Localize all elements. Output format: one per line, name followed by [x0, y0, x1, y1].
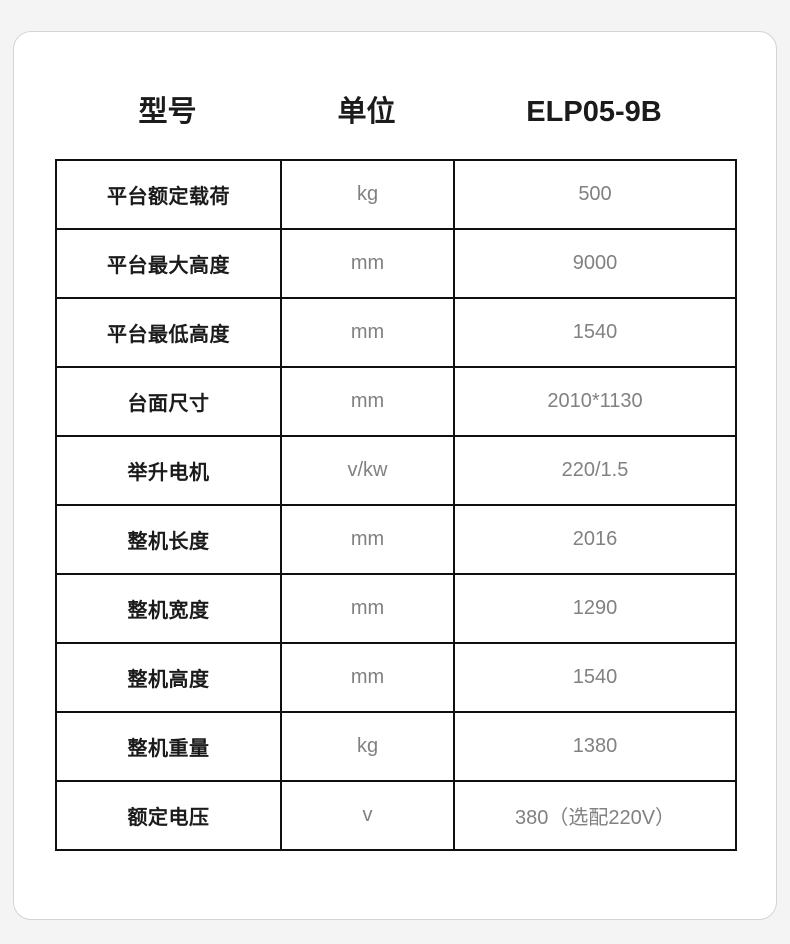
spec-unit: mm: [280, 642, 455, 713]
spec-unit: mm: [280, 228, 455, 299]
table-row: 台面尺寸 mm 2010*1130: [55, 366, 737, 437]
header-model-value: ELP05-9B: [526, 96, 662, 128]
spec-label: 平台最低高度: [55, 297, 282, 368]
spec-unit: mm: [280, 504, 455, 575]
table-row: 平台最大高度 mm 9000: [55, 228, 737, 299]
spec-value: 2010*1130: [453, 366, 737, 437]
spec-unit: mm: [280, 297, 455, 368]
spec-value: 220/1.5: [453, 435, 737, 506]
spec-value: 2016: [453, 504, 737, 575]
table-row: 额定电压 v 380（选配220V）: [55, 780, 737, 851]
spec-table-body: 平台额定载荷 kg 500 平台最大高度 mm 9000 平台最低高度 mm 1…: [55, 159, 737, 851]
spec-value: 1290: [453, 573, 737, 644]
table-row: 举升电机 v/kw 220/1.5: [55, 435, 737, 506]
spec-label: 台面尺寸: [55, 366, 282, 437]
spec-label: 平台最大高度: [55, 228, 282, 299]
table-row: 整机重量 kg 1380: [55, 711, 737, 782]
spec-label: 举升电机: [55, 435, 282, 506]
spec-table-header: 型号 单位 ELP05-9B: [55, 95, 735, 129]
header-model-label: 型号: [138, 96, 197, 128]
spec-label: 整机高度: [55, 642, 282, 713]
table-row: 平台最低高度 mm 1540: [55, 297, 737, 368]
spec-unit: kg: [280, 159, 455, 230]
table-row: 整机宽度 mm 1290: [55, 573, 737, 644]
spec-unit: v: [280, 780, 455, 851]
spec-unit: mm: [280, 366, 455, 437]
spec-value: 1540: [453, 297, 737, 368]
spec-label: 整机宽度: [55, 573, 282, 644]
spec-card: 型号 单位 ELP05-9B 平台额定载荷 kg 500 平台最大高度 mm 9…: [13, 31, 777, 920]
table-row: 整机长度 mm 2016: [55, 504, 737, 575]
spec-value: 380（选配220V）: [453, 780, 737, 851]
spec-value: 500: [453, 159, 737, 230]
table-row: 整机高度 mm 1540: [55, 642, 737, 713]
spec-value: 1540: [453, 642, 737, 713]
spec-label: 平台额定载荷: [55, 159, 282, 230]
header-unit-label: 单位: [337, 96, 396, 128]
spec-unit: mm: [280, 573, 455, 644]
spec-unit: kg: [280, 711, 455, 782]
spec-value: 9000: [453, 228, 737, 299]
spec-label: 整机长度: [55, 504, 282, 575]
spec-unit: v/kw: [280, 435, 455, 506]
spec-label: 整机重量: [55, 711, 282, 782]
spec-label: 额定电压: [55, 780, 282, 851]
table-row: 平台额定载荷 kg 500: [55, 159, 737, 230]
spec-table: 平台额定载荷 kg 500 平台最大高度 mm 9000 平台最低高度 mm 1…: [55, 159, 737, 851]
spec-value: 1380: [453, 711, 737, 782]
